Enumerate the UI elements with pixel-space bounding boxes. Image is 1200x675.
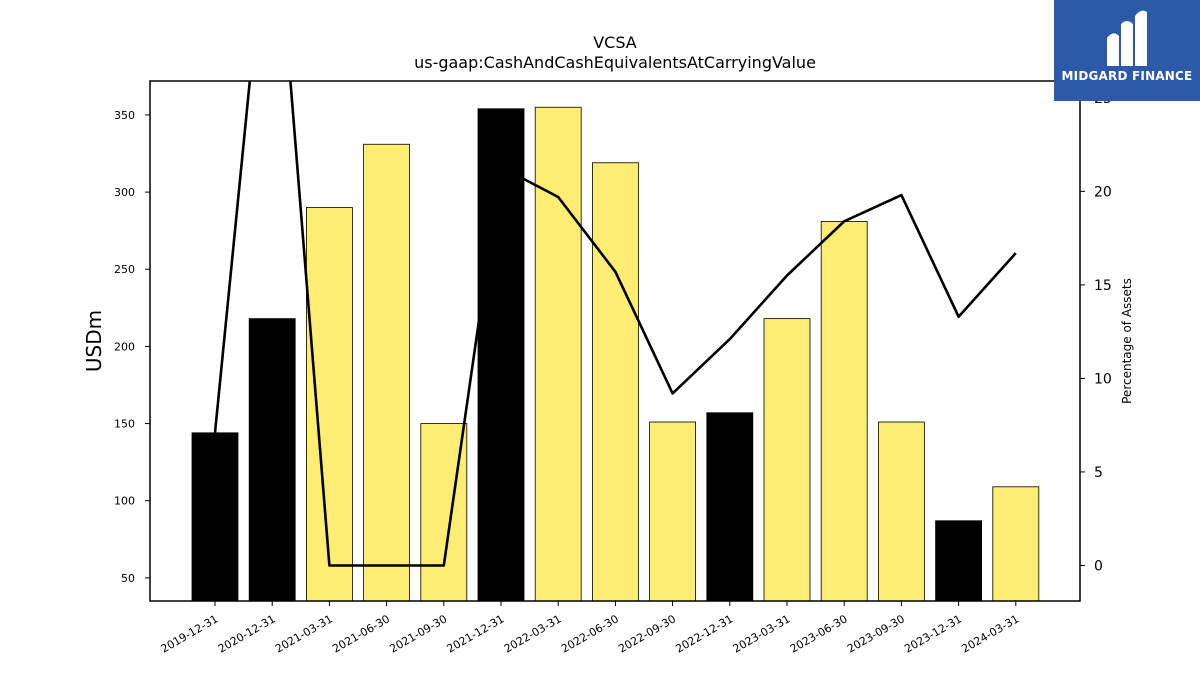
y-axis-label-right: Percentage of Assets xyxy=(1120,278,1134,404)
bar-2021-12-31 xyxy=(477,108,525,602)
bar-2020-12-31 xyxy=(248,318,296,602)
bar-2023-03-31 xyxy=(763,318,811,602)
percentage-line xyxy=(213,81,1017,567)
logo-text: MIDGARD FINANCE xyxy=(1061,69,1193,83)
bar-2021-06-30 xyxy=(363,143,411,602)
brand-logo: MIDGARD FINANCE xyxy=(1054,0,1200,101)
x-tick-label: 2021-12-31 xyxy=(445,612,507,655)
y-axis-label: USDm xyxy=(82,310,106,372)
bar-2023-09-30 xyxy=(878,421,925,602)
x-tick-label: 2022-06-30 xyxy=(559,612,621,655)
x-tick-label: 2023-06-30 xyxy=(788,612,850,655)
bar-2023-06-30 xyxy=(820,221,868,602)
x-tick-label: 2021-03-31 xyxy=(273,612,335,655)
bar-2023-12-31 xyxy=(935,520,982,602)
chart-title: VCSA xyxy=(593,33,637,52)
bar-2019-12-31 xyxy=(191,432,239,602)
x-tick-label: 2022-03-31 xyxy=(502,612,564,655)
x-tick-label: 2023-03-31 xyxy=(731,612,793,655)
y-tick-label: 50 xyxy=(121,572,135,585)
y-tick-label: 300 xyxy=(114,186,135,199)
y-right-tick-label: 5 xyxy=(1094,465,1103,481)
x-tick-label: 2024-03-31 xyxy=(959,612,1021,655)
bar-2021-03-31 xyxy=(305,207,353,602)
bars xyxy=(191,106,1040,602)
bar-2022-12-31 xyxy=(706,412,754,602)
x-tick-label: 2019-12-31 xyxy=(159,612,221,655)
y-tick-label: 250 xyxy=(114,263,135,276)
y-tick-label: 350 xyxy=(114,109,135,122)
percentage-line-path xyxy=(213,81,1017,567)
x-tick-label: 2021-06-30 xyxy=(330,612,392,655)
bar-2022-03-31 xyxy=(534,106,582,602)
x-tick-label: 2023-12-31 xyxy=(902,612,964,655)
y-right-tick-label: 0 xyxy=(1094,558,1103,574)
y-right-tick-label: 20 xyxy=(1094,184,1112,200)
bar-2022-09-30 xyxy=(649,421,696,602)
y-tick-label: 100 xyxy=(114,495,135,508)
y-tick-label: 200 xyxy=(114,340,135,353)
y-axis-right: 0510152025 xyxy=(1080,91,1112,574)
x-tick-label: 2022-09-30 xyxy=(616,612,678,655)
y-axis-left: 50 100 150 200 250 300 350 xyxy=(114,109,150,585)
chart-subtitle: us-gaap:CashAndCashEquivalentsAtCarrying… xyxy=(414,53,816,72)
bar-2024-03-31 xyxy=(992,486,1040,602)
y-tick-label: 150 xyxy=(114,418,135,431)
bar-2022-06-30 xyxy=(592,162,639,602)
x-tick-label: 2022-12-31 xyxy=(673,612,735,655)
x-tick-label: 2020-12-31 xyxy=(216,612,278,655)
x-axis: 2019-12-312020-12-312021-03-312021-06-30… xyxy=(159,601,1021,656)
logo-mark-icon xyxy=(1107,10,1147,66)
x-tick-label: 2021-09-30 xyxy=(387,612,449,655)
y-right-tick-label: 10 xyxy=(1094,371,1112,387)
y-right-tick-label: 15 xyxy=(1094,278,1112,294)
x-tick-label: 2023-09-30 xyxy=(845,612,907,655)
